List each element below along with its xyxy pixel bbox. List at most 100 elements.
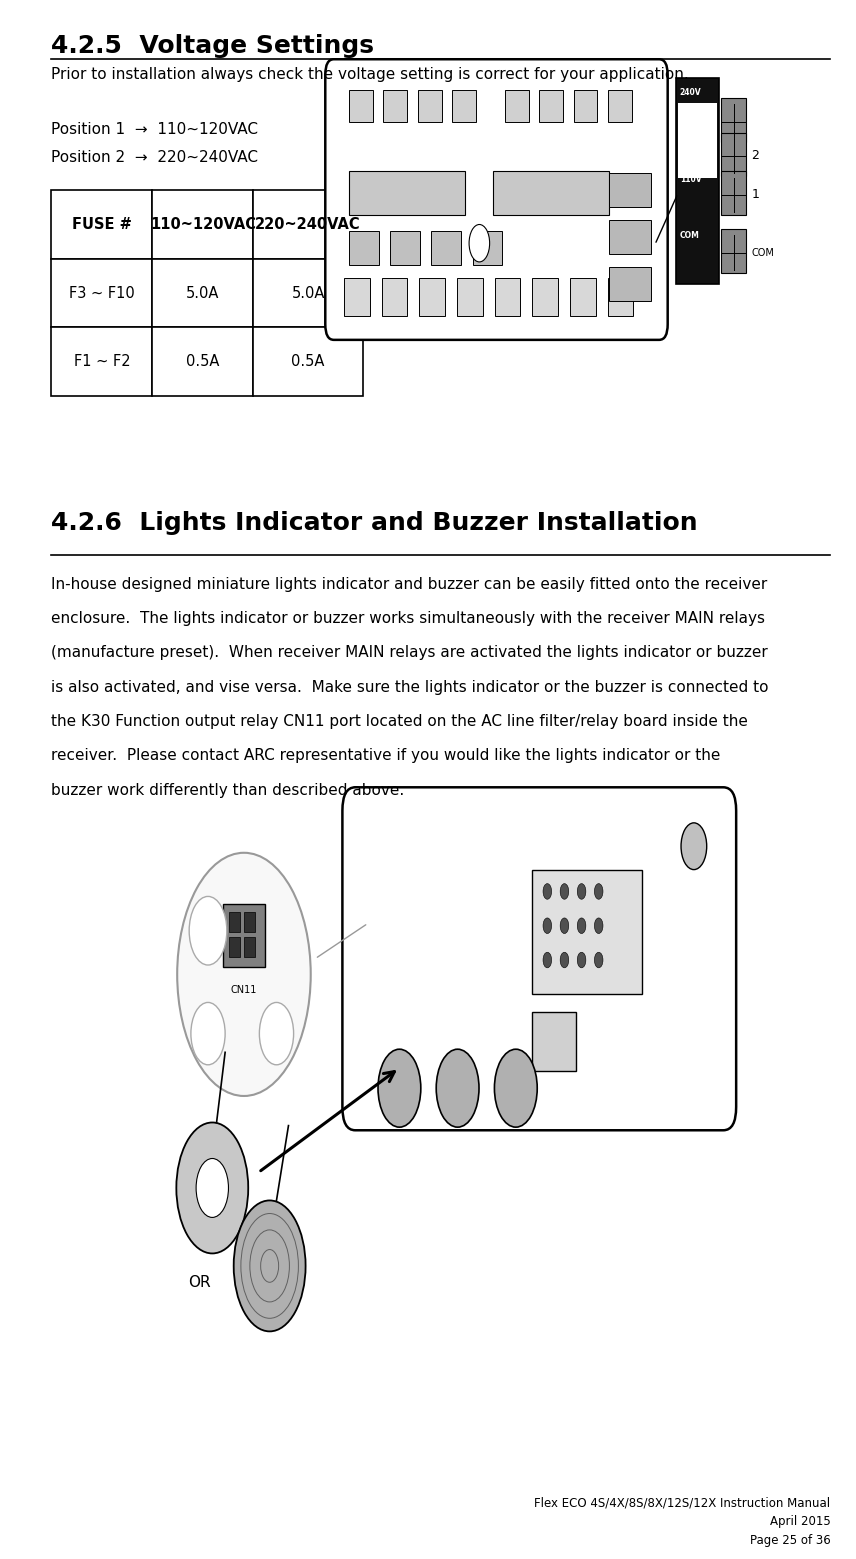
Text: 0.5A: 0.5A (292, 354, 324, 369)
Bar (495, 278, 520, 316)
Text: F3 ~ F10: F3 ~ F10 (69, 285, 134, 301)
Text: F1 ~ F2: F1 ~ F2 (74, 354, 130, 369)
Text: |: | (680, 159, 681, 165)
Bar (382, 278, 407, 316)
Text: Position 1  →  110~120VAC: Position 1 → 110~120VAC (51, 122, 259, 137)
Bar (678, 103, 717, 178)
Bar (721, 171, 746, 215)
Text: buzzer work differently than described above.: buzzer work differently than described a… (51, 783, 405, 798)
Text: enclosure.  The lights indicator or buzzer works simultaneously with the receive: enclosure. The lights indicator or buzze… (51, 611, 765, 627)
Bar (223, 904, 265, 967)
Bar (493, 171, 609, 215)
Text: 2: 2 (752, 150, 759, 162)
Circle shape (191, 1002, 225, 1065)
Text: In-house designed miniature lights indicator and buzzer can be easily fitted ont: In-house designed miniature lights indic… (51, 577, 768, 592)
Text: the K30 Function output relay CN11 port located on the AC line filter/relay boar: the K30 Function output relay CN11 port … (51, 714, 748, 730)
Circle shape (495, 1049, 538, 1127)
Bar (532, 1012, 576, 1071)
Bar (609, 173, 651, 207)
Text: 4.2.5  Voltage Settings: 4.2.5 Voltage Settings (51, 34, 374, 58)
Bar (229, 937, 240, 957)
Circle shape (560, 884, 568, 900)
Circle shape (543, 953, 551, 968)
Circle shape (196, 1158, 229, 1218)
Text: April 2015: April 2015 (770, 1515, 830, 1528)
Bar (152, 327, 253, 396)
Bar (721, 229, 746, 273)
Text: 5.0A: 5.0A (187, 285, 219, 301)
Text: (manufacture preset).  When receiver MAIN relays are activated the lights indica: (manufacture preset). When receiver MAIN… (51, 645, 768, 661)
Bar (608, 90, 632, 122)
Bar (457, 278, 483, 316)
Bar (609, 267, 651, 301)
Text: 0.5A: 0.5A (187, 354, 219, 369)
Circle shape (378, 1049, 421, 1127)
Circle shape (594, 953, 603, 968)
Circle shape (681, 823, 707, 870)
Bar (349, 90, 373, 122)
Text: 110V: 110V (680, 175, 701, 184)
Bar (383, 90, 407, 122)
Text: 1: 1 (752, 189, 759, 201)
Text: Position 2  →  220~240VAC: Position 2 → 220~240VAC (51, 150, 259, 165)
Bar (229, 912, 240, 932)
FancyBboxPatch shape (325, 59, 668, 340)
Text: receiver.  Please contact ARC representative if you would like the lights indica: receiver. Please contact ARC representat… (51, 748, 721, 764)
Text: CN11: CN11 (231, 985, 257, 995)
Bar (253, 259, 363, 327)
Circle shape (469, 224, 490, 262)
Bar (349, 231, 379, 265)
Text: COM: COM (752, 248, 775, 257)
Bar (676, 78, 719, 284)
Bar (152, 190, 253, 259)
Circle shape (543, 884, 551, 900)
Text: OR: OR (188, 1275, 211, 1291)
Bar (244, 912, 255, 932)
Text: Prior to installation always check the voltage setting is correct for your appli: Prior to installation always check the v… (51, 67, 689, 83)
Bar (390, 231, 420, 265)
Bar (574, 90, 597, 122)
Circle shape (594, 918, 603, 934)
Text: FUSE #: FUSE # (72, 217, 132, 232)
Bar (244, 937, 255, 957)
Circle shape (594, 884, 603, 900)
Circle shape (577, 953, 586, 968)
Text: 220V: 220V (680, 118, 701, 128)
Circle shape (177, 853, 311, 1096)
Text: 4.2.6  Lights Indicator and Buzzer Installation: 4.2.6 Lights Indicator and Buzzer Instal… (51, 511, 698, 535)
Text: Page 25 of 36: Page 25 of 36 (750, 1534, 830, 1547)
Text: Flex ECO 4S/4X/8S/8X/12S/12X Instruction Manual: Flex ECO 4S/4X/8S/8X/12S/12X Instruction… (534, 1497, 830, 1509)
Circle shape (560, 953, 568, 968)
Circle shape (543, 918, 551, 934)
Text: |: | (680, 103, 681, 109)
Text: 240V: 240V (680, 87, 701, 97)
Bar (419, 278, 445, 316)
Bar (532, 870, 642, 995)
Bar (344, 278, 370, 316)
Bar (452, 90, 476, 122)
Text: is also activated, and vise versa.  Make sure the lights indicator or the buzzer: is also activated, and vise versa. Make … (51, 680, 769, 695)
Circle shape (437, 1049, 479, 1127)
Circle shape (176, 1122, 248, 1253)
Bar (609, 220, 651, 254)
Circle shape (577, 884, 586, 900)
Bar (51, 259, 152, 327)
Bar (431, 231, 461, 265)
Bar (608, 278, 633, 316)
Bar (539, 90, 563, 122)
Bar (51, 327, 152, 396)
Bar (721, 133, 746, 176)
FancyBboxPatch shape (342, 787, 736, 1130)
Bar (152, 259, 253, 327)
Text: 220~240VAC: 220~240VAC (255, 217, 361, 232)
Bar (349, 171, 465, 215)
Bar (253, 190, 363, 259)
Circle shape (259, 1002, 294, 1065)
Text: COM: COM (680, 231, 699, 240)
Bar (418, 90, 442, 122)
Bar (570, 278, 596, 316)
Circle shape (577, 918, 586, 934)
Text: 120V: 120V (680, 143, 701, 153)
Bar (532, 278, 558, 316)
Bar (473, 231, 502, 265)
